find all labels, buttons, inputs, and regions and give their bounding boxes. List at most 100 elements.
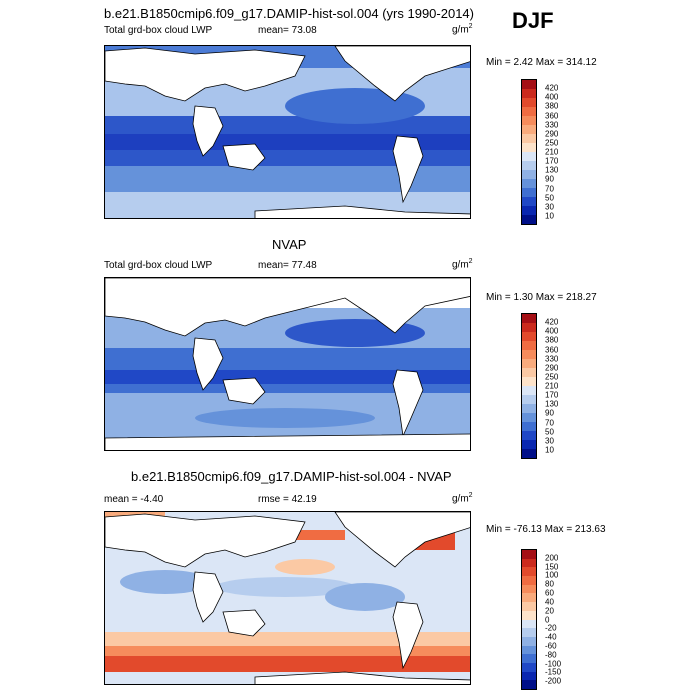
colorbar-tick-label: 250 <box>545 372 559 382</box>
colorbar-tick-label: 150 <box>545 562 559 572</box>
colorbar-swatch <box>522 197 536 206</box>
colorbar-tick-label: 420 <box>545 83 559 93</box>
season-label: DJF <box>512 8 554 33</box>
colorbar-tick-label: 330 <box>545 120 559 130</box>
colorbar-swatch <box>522 558 536 568</box>
panel3-mean-label: mean = -4.40 <box>104 494 164 505</box>
colorbar-tick-label: -80 <box>545 650 557 660</box>
colorbar-tick-label: 70 <box>545 418 554 427</box>
colorbar-swatch <box>522 636 536 646</box>
colorbar-swatch <box>522 645 536 655</box>
colorbar-swatch <box>522 449 536 458</box>
colorbar-swatch <box>522 602 536 611</box>
colorbar-swatch <box>522 134 536 143</box>
colorbar-swatch <box>522 314 536 323</box>
colorbar-tick-label: -40 <box>545 632 557 642</box>
panel3-minmax: Min = -76.13 Max = 213.63 <box>486 524 606 535</box>
panel1-mean-label: mean= 73.08 <box>258 25 317 36</box>
colorbar-tick-label: 330 <box>545 354 559 364</box>
colorbar-tick-label: 90 <box>545 408 554 418</box>
colorbar-tick-label: -200 <box>545 676 562 686</box>
colorbar-swatch <box>522 107 536 116</box>
colorbar-swatch <box>522 170 536 179</box>
panel1-minmax: Min = 2.42 Max = 314.12 <box>486 57 597 68</box>
colorbar-swatch <box>522 116 536 125</box>
colorbar-swatch <box>522 215 536 224</box>
panel3-map <box>104 511 471 685</box>
colorbar-tick-label: 20 <box>545 606 554 616</box>
colorbar-swatch <box>522 680 536 689</box>
colorbar-swatch <box>522 619 536 629</box>
colorbar-tick-label: 70 <box>545 184 554 193</box>
colorbar-swatch <box>522 179 536 188</box>
colorbar-swatch <box>522 431 536 440</box>
panel3-units: g/m2 <box>452 492 473 505</box>
panel2-title: NVAP <box>272 237 307 252</box>
colorbar-swatch <box>522 395 536 404</box>
colorbar-tick-label: 80 <box>545 579 554 589</box>
panel1-colorbar <box>521 79 537 225</box>
colorbar-tick-label: 360 <box>545 345 559 354</box>
colorbar-swatch <box>522 206 536 215</box>
panel2-minmax: Min = 1.30 Max = 218.27 <box>486 292 597 303</box>
colorbar-swatch <box>522 125 536 134</box>
colorbar-tick-label: 170 <box>545 390 559 400</box>
colorbar-tick-label: 400 <box>545 92 559 102</box>
panel2-map <box>104 277 471 451</box>
colorbar-tick-label: -100 <box>545 659 562 669</box>
colorbar-tick-label: 210 <box>545 381 559 391</box>
colorbar-swatch <box>522 359 536 368</box>
colorbar-swatch <box>522 80 536 89</box>
panel1-units: g/m2 <box>452 23 473 36</box>
panel2-variable-label: Total grd-box cloud LWP <box>104 260 213 271</box>
colorbar-tick-label: 10 <box>545 211 554 221</box>
colorbar-swatch <box>522 628 536 637</box>
colorbar-swatch <box>522 584 536 594</box>
colorbar-tick-label: 130 <box>545 165 559 175</box>
colorbar-tick-label: 380 <box>545 335 559 345</box>
colorbar-swatch <box>522 89 536 98</box>
colorbar-tick-label: 0 <box>545 615 550 624</box>
colorbar-swatch <box>522 143 536 152</box>
panel1-title: b.e21.B1850cmip6.f09_g17.DAMIP-hist-sol.… <box>104 6 474 21</box>
colorbar-tick-label: 250 <box>545 138 559 148</box>
colorbar-swatch <box>522 341 536 350</box>
colorbar-tick-label: 40 <box>545 597 554 607</box>
colorbar-swatch <box>522 404 536 413</box>
colorbar-tick-label: 290 <box>545 129 559 139</box>
colorbar-tick-label: 210 <box>545 147 559 157</box>
colorbar-tick-label: 50 <box>545 193 554 203</box>
colorbar-swatch <box>522 576 536 585</box>
colorbar-swatch <box>522 323 536 332</box>
panel2-units: g/m2 <box>452 258 473 271</box>
colorbar-swatch <box>522 332 536 341</box>
colorbar-tick-label: 170 <box>545 156 559 166</box>
colorbar-swatch <box>522 377 536 386</box>
colorbar-swatch <box>522 413 536 422</box>
colorbar-tick-label: 360 <box>545 111 559 120</box>
colorbar-swatch <box>522 662 536 672</box>
colorbar-swatch <box>522 671 536 681</box>
colorbar-tick-label: 90 <box>545 174 554 184</box>
colorbar-tick-label: 420 <box>545 317 559 327</box>
colorbar-tick-label: 100 <box>545 570 559 580</box>
panel1-variable-label: Total grd-box cloud LWP <box>104 25 213 36</box>
colorbar-swatch <box>522 593 536 603</box>
panel3-title: b.e21.B1850cmip6.f09_g17.DAMIP-hist-sol.… <box>131 469 452 484</box>
colorbar-tick-label: 30 <box>545 202 554 212</box>
colorbar-tick-label: 400 <box>545 326 559 336</box>
colorbar-swatch <box>522 654 536 663</box>
colorbar-swatch <box>522 152 536 161</box>
colorbar-swatch <box>522 550 536 559</box>
colorbar-tick-label: 290 <box>545 363 559 373</box>
panel3-rmse-label: rmse = 42.19 <box>258 494 317 505</box>
colorbar-swatch <box>522 422 536 431</box>
colorbar-swatch <box>522 161 536 170</box>
colorbar-tick-label: 200 <box>545 553 559 563</box>
colorbar-tick-label: 60 <box>545 588 554 598</box>
panel2-colorbar <box>521 313 537 459</box>
colorbar-tick-label: 380 <box>545 101 559 111</box>
colorbar-tick-label: -20 <box>545 623 557 633</box>
colorbar-swatch <box>522 610 536 620</box>
colorbar-tick-label: -60 <box>545 641 557 651</box>
